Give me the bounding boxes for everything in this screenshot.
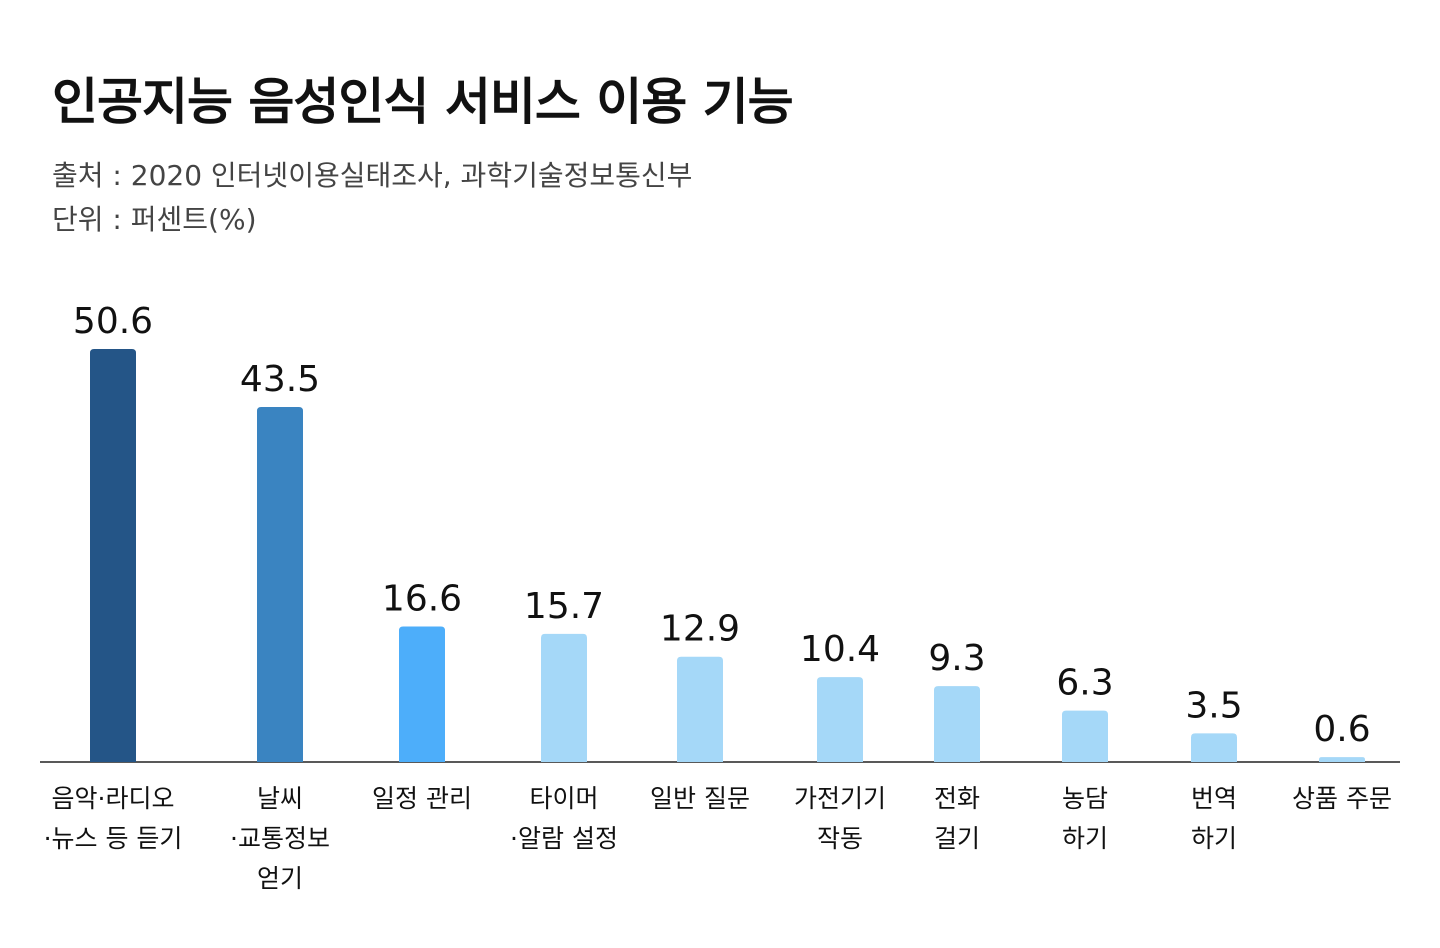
bar (541, 633, 587, 762)
data-label: 0.6 (1313, 709, 1370, 750)
x-tick-label: 얻기 (257, 864, 303, 893)
bar (1319, 757, 1365, 762)
x-tick-label: 음악·라디오 (52, 784, 175, 813)
x-tick-label: 하기 (1191, 824, 1237, 853)
data-label: 3.5 (1185, 685, 1242, 726)
x-tick-label: ·뉴스 등 듣기 (44, 824, 183, 853)
bar (257, 406, 303, 762)
x-tick-label: ·알람 설정 (510, 824, 618, 853)
bar (934, 686, 980, 762)
bar (90, 349, 136, 762)
bar (399, 626, 445, 762)
x-tick-label: 농담 (1062, 784, 1108, 813)
data-label: 16.6 (382, 579, 462, 620)
x-tick-label: ·교통정보 (230, 824, 330, 853)
x-tick-label: 일정 관리 (372, 784, 472, 813)
data-label: 10.4 (800, 629, 880, 670)
chart-unit: 단위 : 퍼센트(%) (52, 203, 257, 236)
x-tick-label: 일반 질문 (650, 784, 750, 813)
data-label: 15.7 (524, 586, 604, 627)
x-tick-label: 타이머 (529, 784, 598, 813)
data-label: 50.6 (73, 301, 153, 342)
data-label: 6.3 (1056, 663, 1113, 704)
data-label: 12.9 (660, 609, 740, 650)
x-tick-label: 번역 (1191, 784, 1237, 813)
x-tick-label: 상품 주문 (1292, 784, 1392, 813)
bar (677, 656, 723, 762)
chart-title: 인공지능 음성인식 서비스 이용 기능 (52, 73, 794, 131)
x-tick-label: 하기 (1062, 824, 1108, 853)
data-label: 9.3 (928, 638, 985, 679)
bar (1062, 710, 1108, 762)
bar (817, 677, 863, 762)
x-tick-label: 가전기기 (794, 784, 886, 813)
data-label: 43.5 (240, 359, 320, 400)
x-tick-label: 날씨 (257, 784, 303, 813)
x-tick-label: 걸기 (934, 824, 980, 853)
x-tick-label: 작동 (817, 824, 863, 853)
x-tick-label: 전화 (934, 784, 980, 813)
bar (1191, 733, 1237, 762)
chart-source: 출처 : 2020 인터넷이용실태조사, 과학기술정보통신부 (52, 159, 693, 192)
